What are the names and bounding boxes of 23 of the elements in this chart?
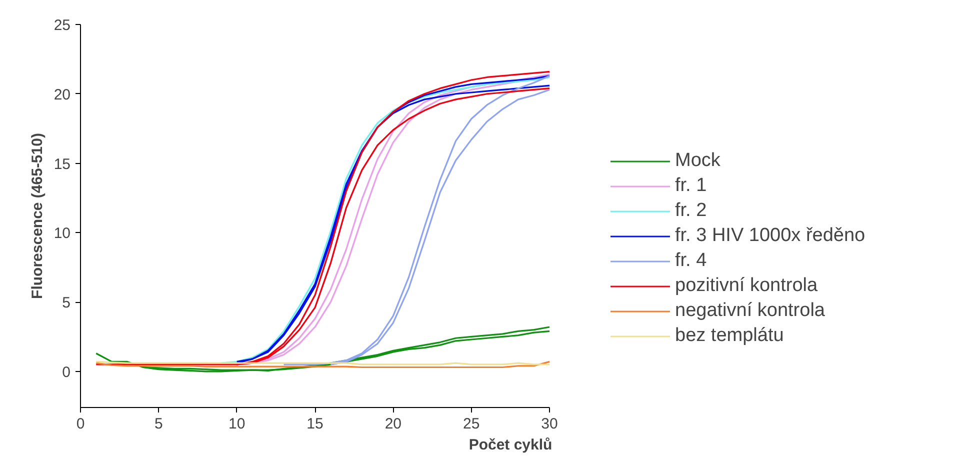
x-tick-label: 30 <box>541 416 558 432</box>
legend-label: fr. 2 <box>675 200 707 222</box>
legend-label: fr. 3 HIV 1000x ředěno <box>675 225 866 247</box>
y-axis-title: Fluorescence (465-510) <box>28 133 46 299</box>
x-tick-label: 5 <box>154 416 163 432</box>
legend-label: negativní kontrola <box>675 300 825 322</box>
legend-label: bez templátu <box>675 325 784 347</box>
legend-label: fr. 4 <box>675 250 707 272</box>
y-tick-label: 10 <box>54 225 71 242</box>
y-tick-label: 0 <box>62 364 70 381</box>
x-tick-label: 25 <box>462 416 480 432</box>
y-tick-label: 25 <box>54 17 71 34</box>
legend-label: pozitivní kontrola <box>675 275 818 297</box>
y-tick-label: 5 <box>62 294 70 312</box>
x-tick-label: 15 <box>306 416 324 432</box>
y-tick-label: 15 <box>54 156 71 173</box>
x-tick-label: 0 <box>76 416 85 432</box>
legend-label: fr. 1 <box>675 175 707 197</box>
x-axis-title: Počet cyklů <box>468 436 552 454</box>
x-tick-label: 20 <box>384 416 402 432</box>
legend-label: Mock <box>675 150 720 172</box>
y-tick-label: 20 <box>54 86 71 104</box>
x-tick-label: 10 <box>228 416 246 432</box>
